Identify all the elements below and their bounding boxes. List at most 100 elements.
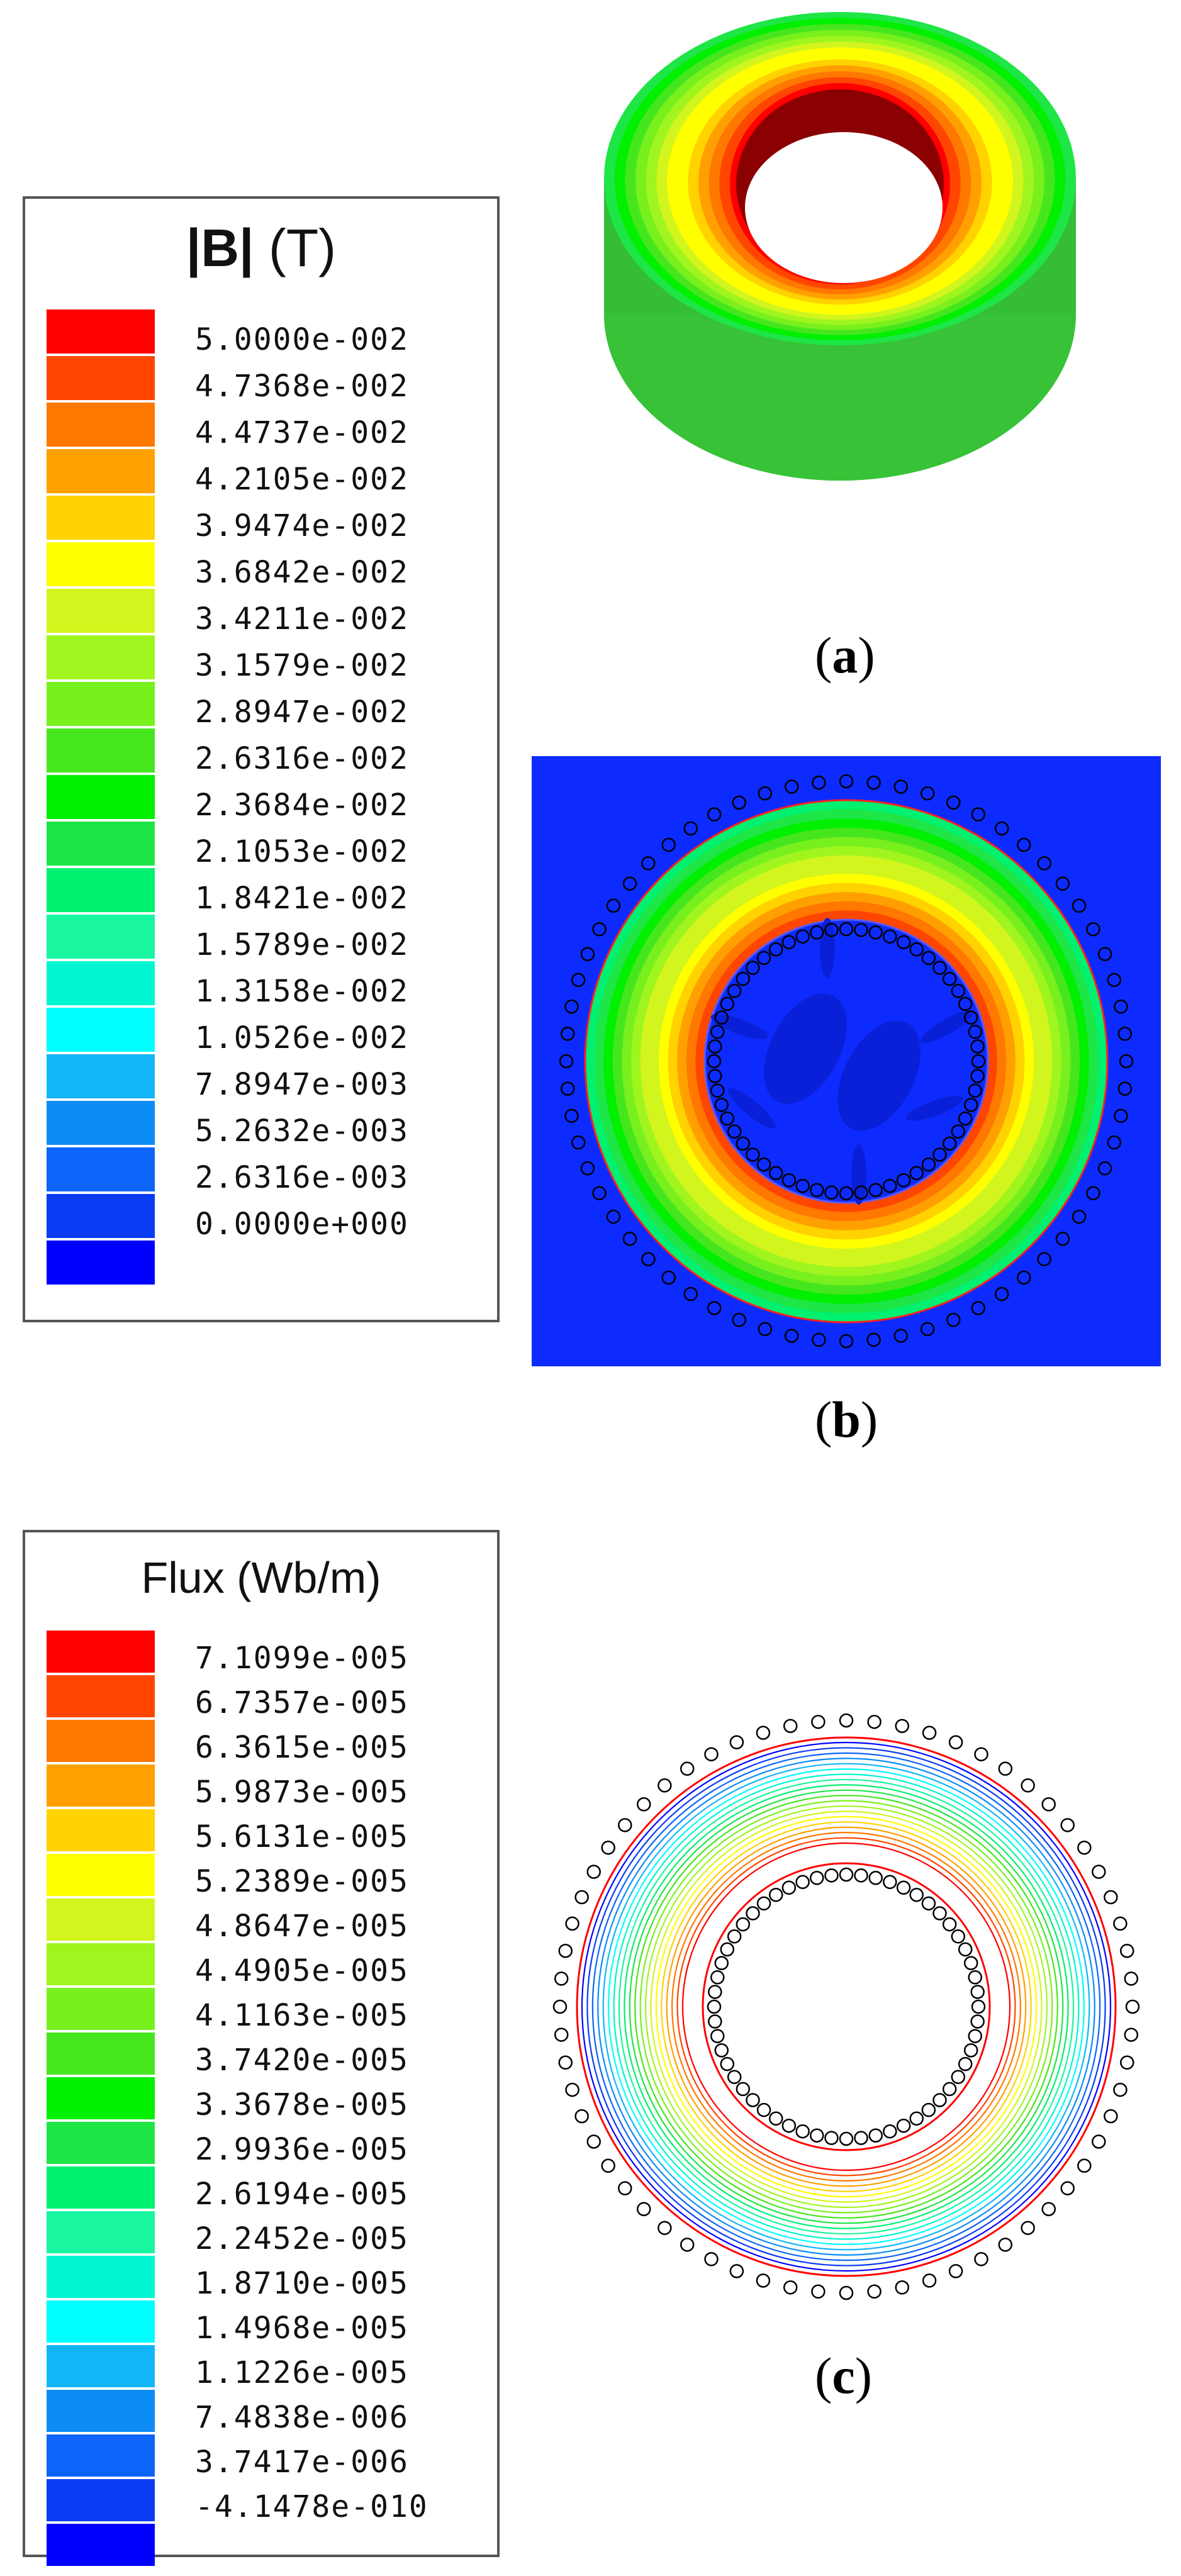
inner-coil-conductor (710, 1970, 725, 1985)
inner-coil-conductor (727, 984, 742, 998)
outer-coil-conductor (1041, 2202, 1056, 2216)
inner-coil-conductor (781, 935, 797, 950)
outer-coil-conductor (1077, 2158, 1092, 2173)
legend-entry (25, 1765, 497, 1811)
legend-entry (25, 2300, 497, 2347)
outer-coil-conductor (811, 2284, 826, 2299)
outer-coil-conductor (1104, 2109, 1118, 2124)
outer-coil-conductor (618, 1818, 632, 1832)
outer-coil-conductor (637, 2202, 651, 2216)
outer-coil-conductor (592, 922, 607, 937)
inner-field-lobe (764, 993, 847, 1104)
inner-coil-conductor (795, 1875, 810, 1890)
outer-coil-conductor (974, 1747, 988, 1761)
outer-coil-conductor (574, 1890, 589, 1905)
legend-swatch (47, 449, 155, 493)
inner-coil-conductor (921, 1896, 936, 1911)
inner-coil-conductor (720, 1111, 735, 1126)
legend-swatch (47, 2345, 155, 2387)
outer-coil-conductor (867, 1714, 882, 1729)
outer-coil-conductor (565, 2082, 579, 2097)
legend-c-title: Flux (Wb/m) (141, 1553, 381, 1602)
outer-coil-conductor (729, 1735, 744, 1749)
inner-field-lobe (837, 1020, 921, 1131)
outer-coil-conductor (1114, 999, 1128, 1014)
flux-contour-line (602, 1763, 1090, 2251)
outer-coil-conductor (622, 1232, 637, 1246)
inner-coil-conductor (839, 1867, 854, 1882)
flux-contour-line (608, 1768, 1085, 2245)
legend-entry (25, 2122, 497, 2168)
legend-swatch (47, 496, 155, 540)
outer-coil-conductor (895, 1719, 910, 1733)
panel-label-c: (c) (815, 2347, 873, 2404)
legend-value-label: 3.7417e-006 (195, 2445, 409, 2480)
legend-swatch (47, 868, 155, 912)
outer-coil-conductor (683, 1286, 698, 1302)
inner-coil-conductor (795, 2124, 810, 2139)
inner-coil-conductor (921, 1157, 936, 1172)
outer-coil-conductor (1017, 1270, 1031, 1285)
legend-value-label: 1.8421e-002 (195, 881, 409, 916)
legend-entry (25, 1631, 497, 1677)
panel-label-b: (b) (815, 1391, 878, 1448)
inner-coil-conductor (951, 984, 966, 998)
legend-swatch (47, 682, 155, 726)
outer-coil-conductor (998, 1761, 1013, 1776)
outer-coil-conductor (974, 2252, 988, 2267)
inner-coil-conductor (736, 2082, 751, 2097)
inner-coil-conductor (756, 1896, 771, 1911)
legend-value-label: 1.0526e-002 (195, 1020, 409, 1056)
outer-coil-conductor (574, 2109, 589, 2124)
legend-entry (25, 542, 497, 589)
legend-value-label: 5.2632e-003 (195, 1113, 409, 1149)
outer-coil-conductor (867, 2284, 882, 2299)
legend-swatch (47, 2032, 155, 2075)
inner-coil-conductor (720, 2056, 735, 2071)
outer-coil-conductor (1113, 1916, 1128, 1931)
panel-label-c-letter: c (832, 2347, 855, 2404)
legend-value-label: 3.9474e-002 (195, 508, 409, 544)
legend-swatch (47, 1631, 155, 1673)
legend-value-label: 3.6842e-002 (195, 555, 409, 590)
legend-entry (25, 589, 497, 635)
outer-coil-conductor (641, 856, 656, 871)
legend-swatch (47, 2077, 155, 2119)
inner-coil-conductor (970, 1069, 985, 1083)
legend-swatch (47, 1194, 155, 1238)
outer-coil-conductor (1037, 856, 1051, 871)
outer-coil-conductor (758, 786, 773, 801)
legend-entry (25, 309, 497, 356)
legend-swatch (47, 2211, 155, 2253)
legend-entry (25, 775, 497, 822)
outer-coil-conductor (661, 837, 676, 852)
inner-coil-conductor (727, 1124, 742, 1139)
outer-coil-conductor (1041, 1797, 1056, 1812)
legend-swatch (47, 2300, 155, 2343)
outer-coil-conductor (558, 1943, 573, 1958)
core-outer-boundary (584, 799, 1109, 1324)
legend-swatch (47, 635, 155, 679)
legend-entry (25, 1147, 497, 1194)
outer-coil-conductor (971, 807, 986, 822)
outer-coil-conductor (1021, 1778, 1035, 1793)
inner-coil-conductor (958, 1111, 973, 1126)
outer-coil-conductor (1037, 1252, 1051, 1266)
outer-coil-conductor (866, 1332, 881, 1347)
legend-swatch (47, 2434, 155, 2477)
legend-swatch (47, 1054, 155, 1098)
inner-coil-conductor (810, 2128, 824, 2143)
outer-coil-conductor (732, 1312, 746, 1327)
legend-entry (25, 728, 497, 775)
legend-entry (25, 868, 497, 915)
inner-coil-conductor (963, 1956, 978, 1970)
outer-coil-conductor (839, 2285, 854, 2300)
outer-coil-conductor (1097, 1161, 1112, 1176)
outer-coil-conductor (811, 1714, 826, 1729)
legend-entry (25, 1988, 497, 2034)
legend-value-label: 1.4968e-005 (195, 2311, 409, 2346)
inner-coil-conductor (769, 942, 783, 957)
inner-coil-conductor (883, 929, 897, 944)
outer-coil-conductor (571, 973, 586, 988)
outer-coil-conductor (559, 1054, 574, 1069)
